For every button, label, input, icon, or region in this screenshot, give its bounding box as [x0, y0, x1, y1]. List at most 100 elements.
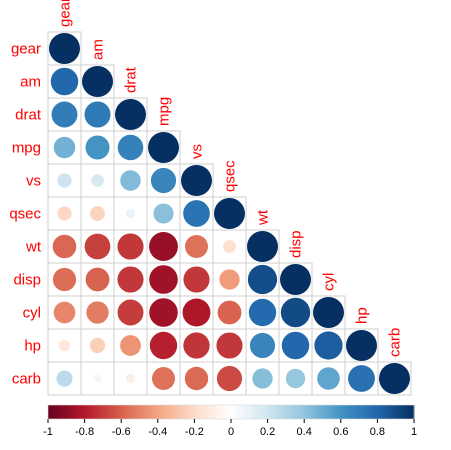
color-legend-swatch [399, 405, 402, 419]
column-label-disp: disp [288, 230, 305, 258]
color-legend-swatch [309, 405, 313, 419]
color-legend-swatch [220, 405, 223, 419]
color-legend-tick-label: 0.2 [260, 426, 275, 438]
color-legend-swatch [274, 405, 278, 419]
color-legend-swatch [335, 405, 338, 419]
color-legend-swatch [55, 405, 58, 419]
color-legend-swatch [112, 405, 115, 419]
row-label-disp: disp [13, 272, 41, 289]
corr-circle-hp-am [89, 337, 106, 354]
color-legend-swatch [104, 405, 108, 419]
corr-circle-hp-disp [281, 331, 310, 360]
color-legend-swatch [247, 405, 250, 419]
color-legend-swatch [88, 405, 91, 419]
color-legend-swatch [295, 405, 298, 419]
color-legend-tick-label: 1 [411, 426, 417, 438]
row-label-qsec: qsec [9, 206, 41, 223]
color-legend-swatch [320, 405, 324, 419]
corr-circle-cyl-drat [117, 299, 144, 326]
color-legend-swatch [397, 405, 400, 419]
column-label-gear: gear [57, 0, 74, 27]
column-label-mpg: mpg [156, 97, 173, 126]
color-legend-swatch [390, 405, 393, 419]
color-legend-swatch [260, 405, 263, 419]
color-legend-swatch [229, 405, 232, 419]
color-legend-swatch [198, 405, 201, 419]
corr-circle-cyl-gear [53, 301, 76, 324]
row-label-wt: wt [25, 239, 42, 256]
corr-circle-qsec-qsec [214, 198, 245, 229]
color-legend-swatch [53, 405, 56, 419]
color-legend-swatch [79, 405, 82, 419]
color-legend-swatch [315, 405, 318, 419]
color-legend-swatch [289, 405, 292, 419]
color-legend-swatch [134, 405, 137, 419]
color-legend-swatch [124, 405, 128, 419]
color-legend-swatch [216, 405, 219, 419]
color-legend-swatch [148, 405, 152, 419]
color-legend-swatch [287, 405, 291, 419]
color-legend-swatch [95, 405, 99, 419]
color-legend-swatch [304, 405, 307, 419]
color-legend-swatch [207, 405, 210, 419]
color-legend-swatch [121, 405, 124, 419]
color-legend-swatch [296, 405, 300, 419]
corr-circle-drat-am [84, 101, 111, 128]
corr-circle-disp-disp [280, 264, 311, 295]
color-legend-swatch [183, 405, 186, 419]
color-legend-swatch [307, 405, 311, 419]
corr-circle-carb-carb [379, 363, 410, 394]
column-label-am: am [90, 39, 107, 60]
color-legend-swatch [355, 405, 358, 419]
column-label-carb: carb [387, 328, 404, 357]
color-legend-swatch [82, 405, 86, 419]
color-legend-swatch [393, 405, 397, 419]
corr-circle-wt-wt [247, 231, 278, 262]
color-legend-swatch [298, 405, 302, 419]
color-legend-swatch [395, 405, 399, 419]
color-legend-swatch [357, 405, 360, 419]
color-legend-bar [47, 404, 415, 420]
color-legend-swatch [227, 405, 230, 419]
corr-circle-carb-mpg [152, 367, 175, 390]
color-legend-swatch [291, 405, 294, 419]
color-legend-swatch [302, 405, 305, 419]
color-legend-swatch [60, 405, 64, 419]
corr-circle-hp-cyl [314, 331, 343, 360]
corr-circle-carb-gear [56, 370, 73, 387]
corr-circle-vs-gear [57, 173, 72, 188]
color-legend-swatch [132, 405, 135, 419]
color-legend-swatch [412, 405, 415, 419]
color-legend-swatch [117, 405, 120, 419]
corr-circle-cyl-vs [182, 298, 211, 327]
color-legend-swatch [199, 405, 203, 419]
color-legend-swatch [258, 405, 261, 419]
corr-circle-cyl-disp [280, 297, 311, 328]
color-legend-swatch [71, 405, 75, 419]
color-legend-swatch [306, 405, 309, 419]
color-legend-swatch [172, 405, 175, 419]
color-legend-swatch [401, 405, 404, 419]
color-legend-swatch [231, 405, 234, 419]
color-legend-swatch [404, 405, 408, 419]
color-legend-swatch [375, 405, 378, 419]
color-legend-swatch [333, 405, 336, 419]
corr-circle-carb-hp [348, 365, 375, 392]
color-legend-swatch [176, 405, 179, 419]
corr-circle-hp-wt [249, 332, 276, 359]
color-legend-swatch [146, 405, 150, 419]
corr-circle-cyl-wt [248, 298, 277, 327]
color-legend-swatch [371, 405, 375, 419]
column-label-drat: drat [123, 66, 140, 93]
corr-circle-vs-am [91, 174, 104, 187]
correlation-cells [47, 31, 412, 396]
corr-circle-disp-wt [247, 264, 278, 295]
column-label-hp: hp [354, 307, 371, 324]
color-legend-swatch [177, 405, 181, 419]
color-legend-swatch [243, 405, 247, 419]
color-legend-swatch [150, 405, 153, 419]
color-legend-swatch [128, 405, 131, 419]
row-label-carb: carb [12, 371, 41, 388]
color-legend-swatch [251, 405, 254, 419]
color-legend-swatch [388, 405, 391, 419]
